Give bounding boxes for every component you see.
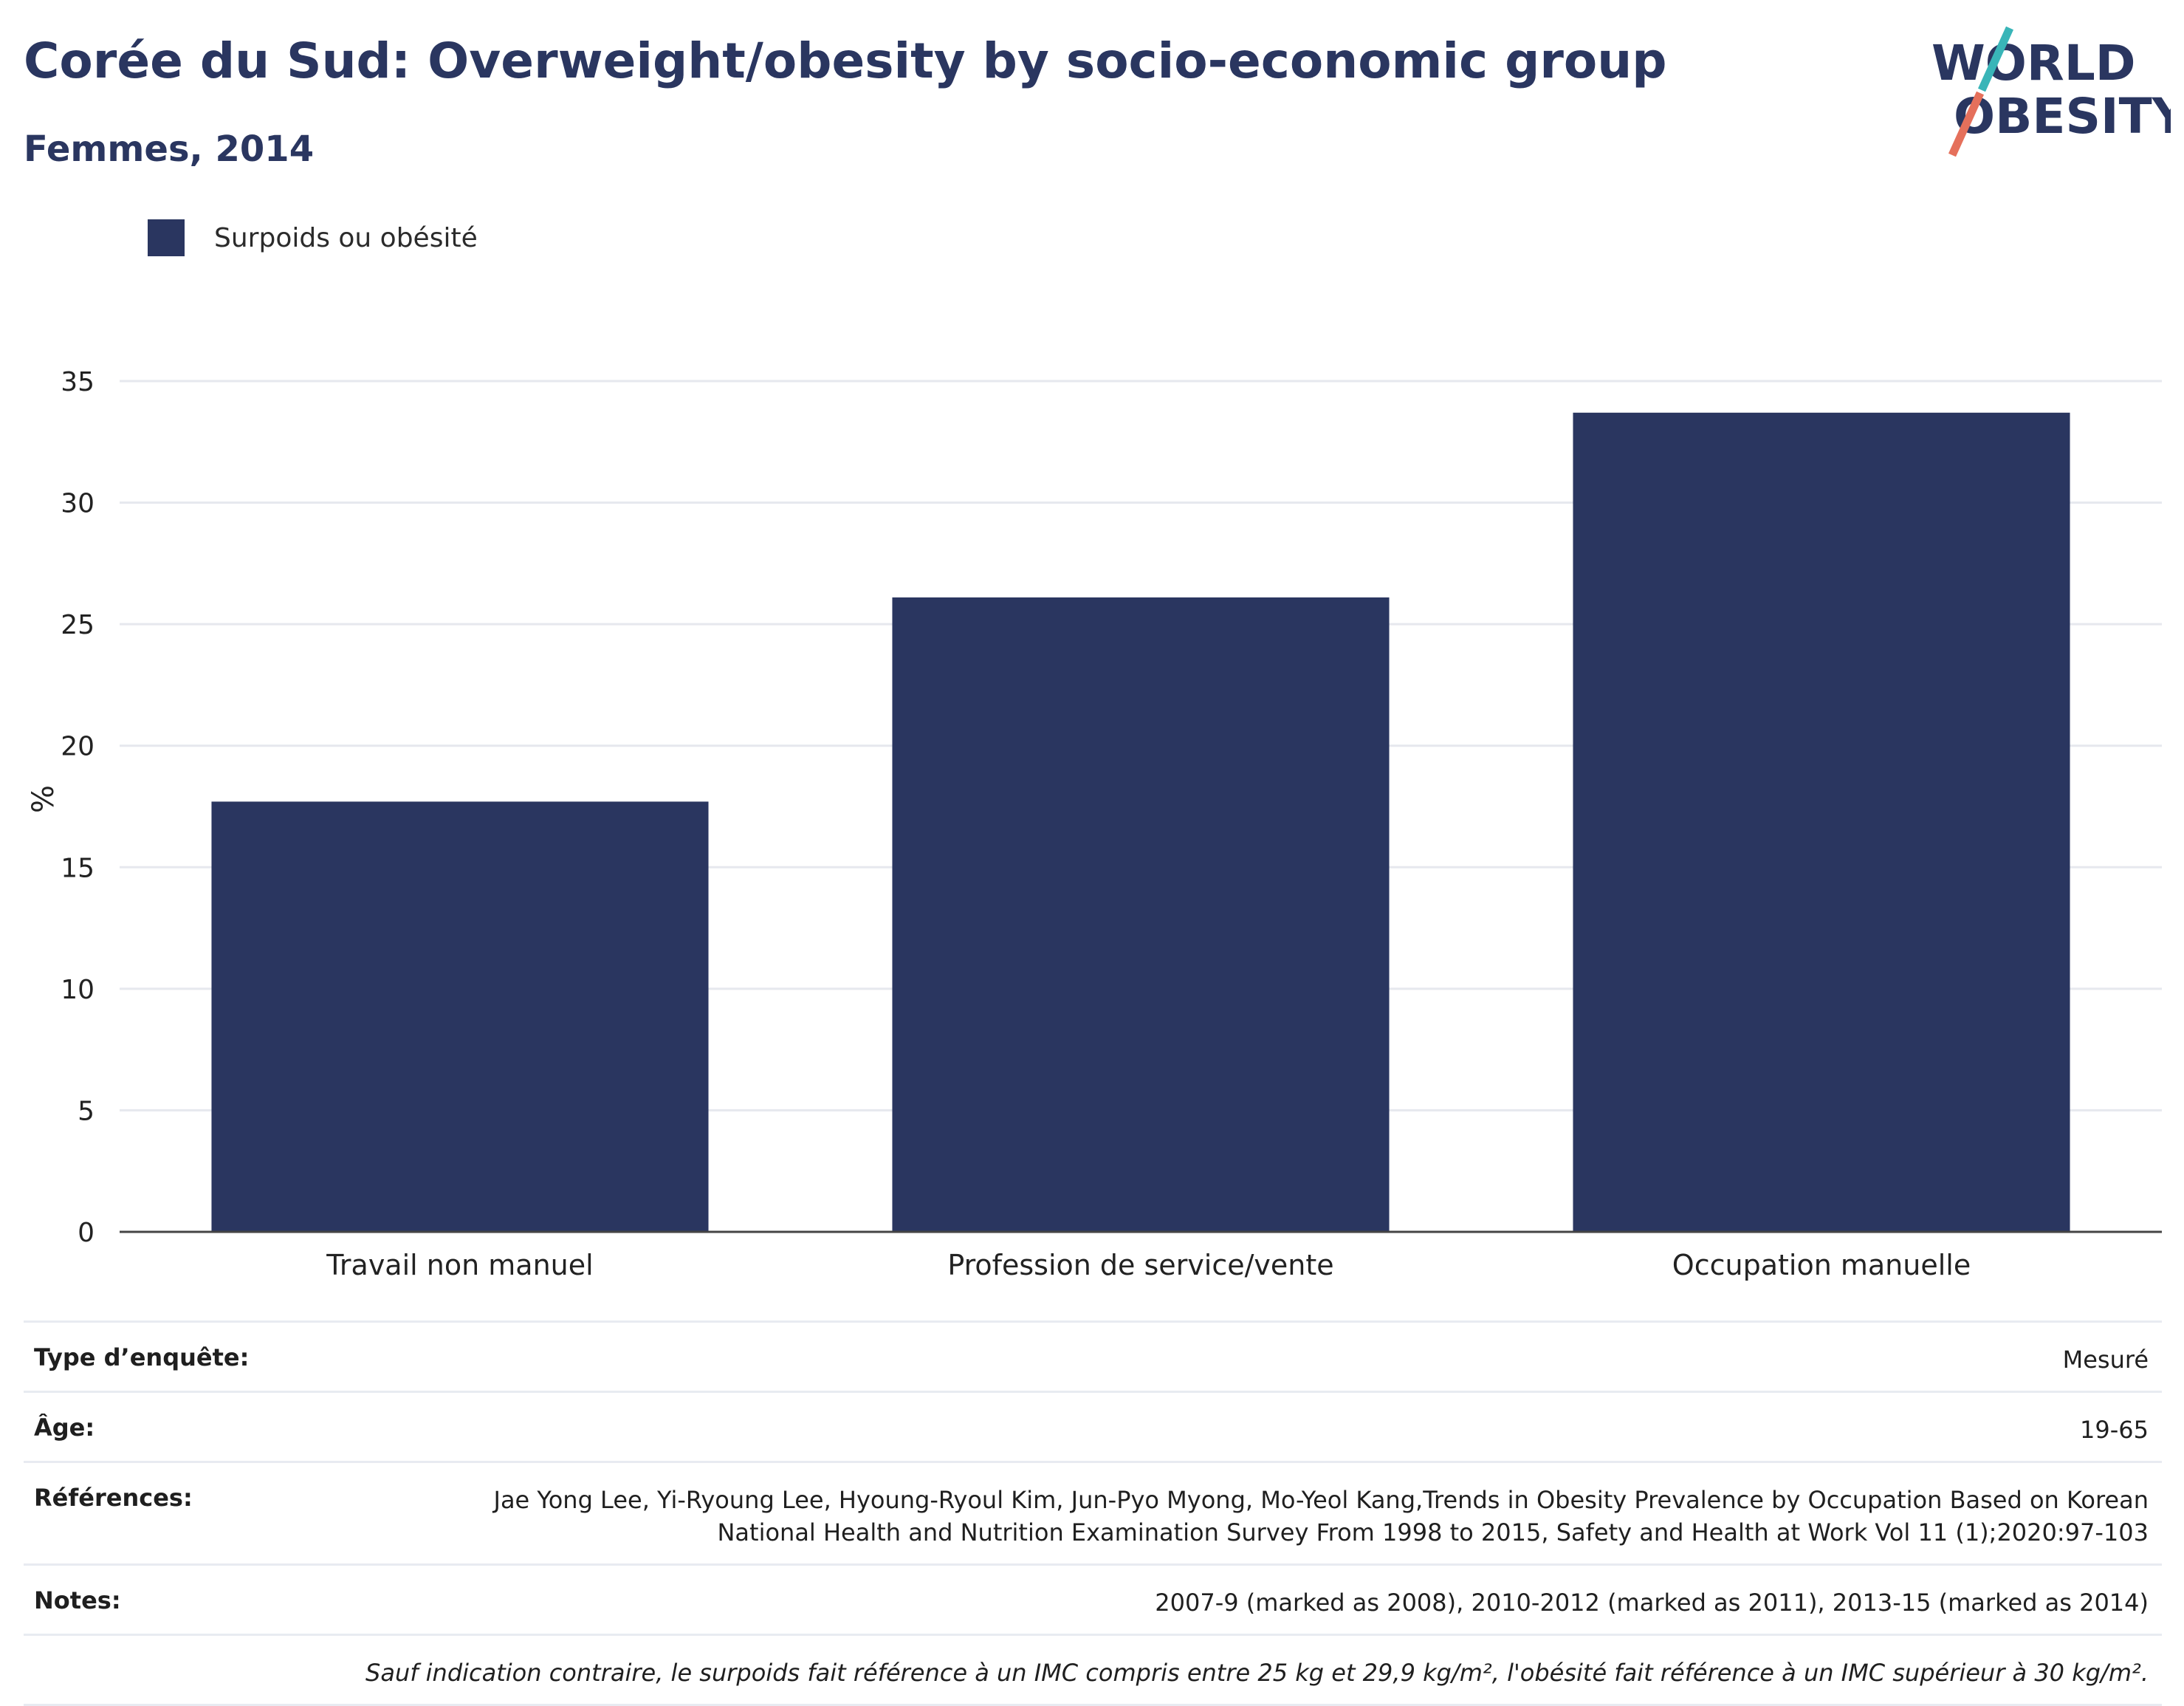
references-label: Références: — [34, 1484, 193, 1512]
chart-title: Corée du Sud: Overweight/obesity by soci… — [24, 32, 1667, 89]
y-tick-label: 20 — [61, 732, 95, 762]
age-value: 19-65 — [2080, 1416, 2149, 1444]
survey-type-label: Type d’enquête: — [34, 1343, 250, 1371]
y-tick-label: 30 — [61, 489, 95, 519]
y-axis-label: % — [27, 785, 61, 813]
notes-label: Notes: — [34, 1586, 121, 1614]
bar — [892, 597, 1390, 1232]
bar — [211, 801, 709, 1232]
logo-line-2: OBESITY — [1954, 88, 2171, 145]
logo-line-1: WORLD — [1931, 35, 2136, 92]
logo-slash-teal — [1977, 26, 2014, 92]
y-tick-label: 25 — [61, 610, 95, 640]
y-axis-ticks: 0 5 10 15 20 25 30 35 — [61, 367, 95, 1248]
notes-row: Notes: 2007-9 (marked as 2008), 2010-201… — [24, 1563, 2162, 1634]
definition-note: Sauf indication contraire, le surpoids f… — [365, 1659, 2149, 1687]
legend: Surpoids ou obésité — [148, 219, 478, 257]
chart-subtitle: Femmes, 2014 — [24, 129, 315, 170]
age-row: Âge: 19-65 — [24, 1391, 2162, 1461]
y-tick-label: 10 — [61, 975, 95, 1005]
world-obesity-logo: WORLD OBESITY — [1931, 26, 2171, 157]
logo-slash-coral — [1948, 91, 1985, 157]
definition-row: Sauf indication contraire, le surpoids f… — [24, 1634, 2162, 1706]
bar — [1573, 412, 2070, 1232]
x-tick-label: Profession de service/vente — [947, 1249, 1333, 1281]
legend-label: Surpoids ou obésité — [214, 222, 478, 253]
references-value: Jae Yong Lee, Yi-Ryoung Lee, Hyoung-Ryou… — [493, 1486, 2149, 1546]
age-label: Âge: — [34, 1414, 95, 1442]
y-tick-label: 0 — [78, 1218, 95, 1248]
legend-swatch — [148, 219, 185, 256]
info-table: Type d’enquête: Mesuré Âge: 19-65 Référe… — [24, 1320, 2162, 1706]
x-axis-ticks: Travail non manuel Profession de service/… — [326, 1249, 1971, 1281]
bars — [211, 412, 2070, 1232]
survey-type-row: Type d’enquête: Mesuré — [24, 1320, 2162, 1391]
bar-chart: 0 5 10 15 20 25 30 35 Travail non manuel Profess… — [27, 367, 2162, 1281]
y-tick-label: 15 — [61, 853, 95, 883]
y-tick-label: 35 — [61, 367, 95, 397]
references-row: Références: Jae Yong Lee, Yi-Ryoung Lee,… — [24, 1461, 2162, 1563]
x-tick-label: Travail non manuel — [326, 1249, 593, 1281]
x-tick-label: Occupation manuelle — [1672, 1249, 1971, 1281]
survey-type-value: Mesuré — [2062, 1346, 2149, 1374]
y-tick-label: 5 — [78, 1096, 95, 1126]
notes-value: 2007-9 (marked as 2008), 2010-2012 (mark… — [1155, 1589, 2149, 1617]
